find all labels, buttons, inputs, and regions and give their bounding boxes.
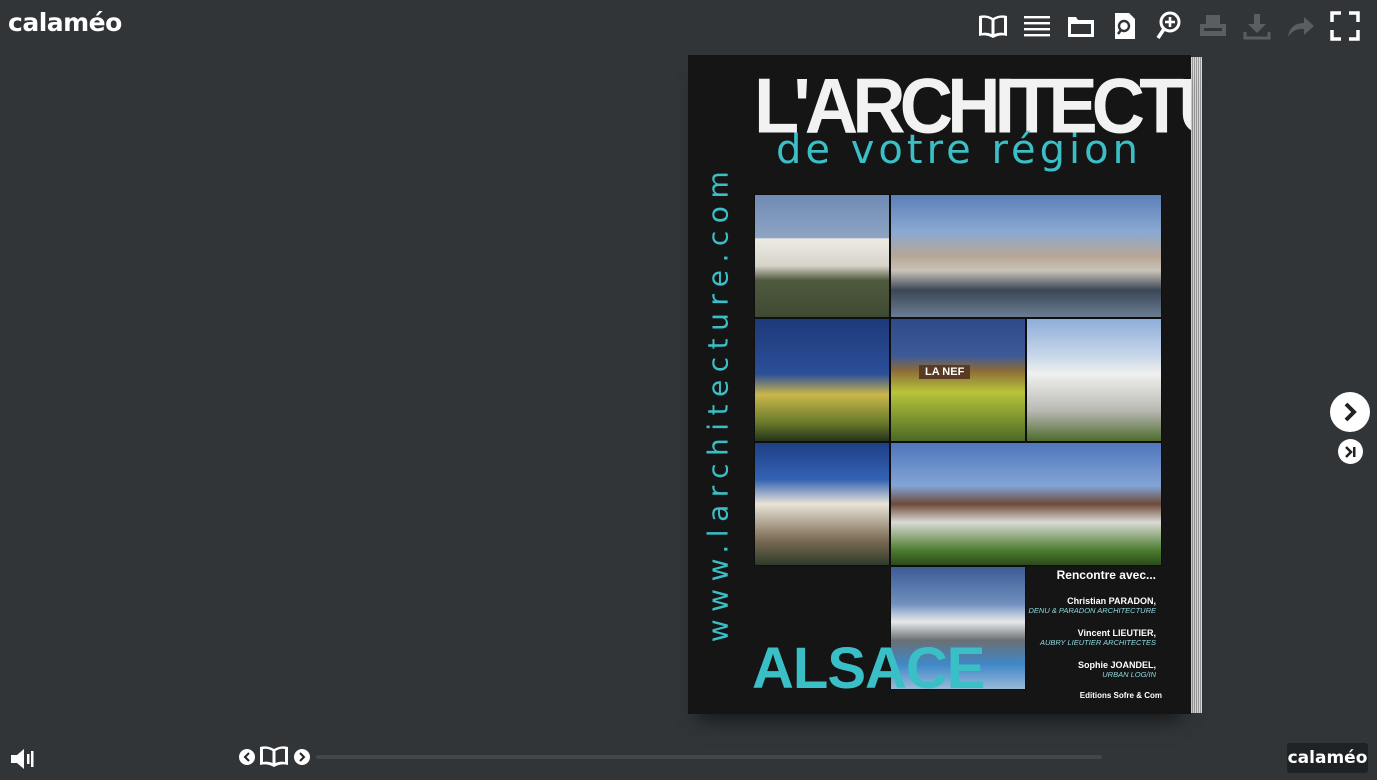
speaker-icon bbox=[11, 749, 34, 769]
open-book-icon bbox=[260, 746, 288, 767]
fullscreen-icon bbox=[1330, 11, 1360, 41]
cover-person: Christian PARADON, DENU & PARADON ARCHIT… bbox=[988, 596, 1156, 615]
cover-rencontre: Rencontre avec... bbox=[1056, 568, 1156, 582]
zoom-in-icon bbox=[1156, 11, 1181, 39]
fullscreen-button[interactable] bbox=[1327, 8, 1363, 44]
sound-button[interactable] bbox=[9, 746, 37, 776]
list-icon bbox=[1024, 16, 1050, 37]
chevron-right-icon bbox=[299, 752, 306, 762]
cover-photo: LA NEF bbox=[890, 318, 1026, 442]
document-search-icon bbox=[1115, 13, 1135, 39]
cover-photo bbox=[1026, 318, 1162, 442]
next-page-button[interactable] bbox=[1330, 392, 1370, 432]
last-page-button[interactable] bbox=[1338, 439, 1363, 464]
person-firm: URBAN LOG/IN bbox=[1102, 670, 1156, 679]
person-name: Christian PARADON, bbox=[1067, 596, 1156, 606]
cover-photo bbox=[890, 442, 1162, 566]
next-page-small-button[interactable] bbox=[294, 749, 310, 765]
cover-sign: LA NEF bbox=[919, 365, 971, 379]
chevron-left-icon bbox=[243, 752, 250, 762]
bottom-bar: calaméo bbox=[0, 740, 1377, 780]
top-toolbar bbox=[975, 8, 1363, 44]
zoom-in-button[interactable] bbox=[1151, 8, 1187, 44]
share-arrow-icon bbox=[1288, 17, 1314, 37]
printer-icon bbox=[1200, 15, 1226, 36]
calameo-badge[interactable]: calaméo bbox=[1287, 743, 1368, 773]
print-button[interactable] bbox=[1195, 8, 1231, 44]
calameo-logo[interactable]: calaméo bbox=[8, 8, 122, 37]
magazine-cover[interactable]: www.larchitecture.com L'ARCHITECTURE de … bbox=[688, 55, 1191, 714]
search-button[interactable] bbox=[1107, 8, 1143, 44]
person-firm: AUBRY LIEUTIER ARCHITECTES bbox=[1040, 638, 1156, 647]
person-firm: DENU & PARADON ARCHITECTURE bbox=[1028, 606, 1156, 615]
thumbnails-button[interactable] bbox=[258, 744, 290, 772]
person-name: Vincent LIEUTIER, bbox=[1077, 628, 1156, 638]
book-view-button[interactable] bbox=[975, 8, 1011, 44]
download-icon bbox=[1243, 14, 1271, 40]
folder-icon bbox=[1068, 17, 1094, 37]
cover-photo bbox=[754, 194, 890, 318]
cover-subtitle: de votre région bbox=[776, 127, 1142, 173]
prev-page-small-button[interactable] bbox=[239, 749, 255, 765]
cover-photo bbox=[754, 318, 890, 442]
skip-to-end-icon bbox=[1344, 445, 1355, 458]
cover-url: www.larchitecture.com bbox=[701, 163, 735, 643]
share-button[interactable] bbox=[1283, 8, 1319, 44]
table-of-contents-button[interactable] bbox=[1019, 8, 1055, 44]
cover-person: Sophie JOANDEL, URBAN LOG/IN bbox=[988, 660, 1156, 679]
chevron-right-icon bbox=[1344, 402, 1357, 422]
folder-button[interactable] bbox=[1063, 8, 1099, 44]
cover-region: ALSACE bbox=[752, 636, 985, 701]
cover-photo bbox=[890, 194, 1162, 318]
download-button[interactable] bbox=[1239, 8, 1275, 44]
cover-photo bbox=[890, 566, 1026, 690]
page-stack-edge bbox=[1191, 57, 1202, 713]
person-name: Sophie JOANDEL, bbox=[1077, 660, 1156, 670]
page-progress-slider[interactable] bbox=[316, 755, 1102, 759]
open-book-icon bbox=[979, 15, 1007, 39]
cover-publisher: Editions Sofre & Com bbox=[1079, 691, 1162, 700]
cover-title: L'ARCHITECTURE bbox=[754, 61, 1191, 150]
cover-person: Vincent LIEUTIER, AUBRY LIEUTIER ARCHITE… bbox=[988, 628, 1156, 647]
cover-photo bbox=[754, 442, 890, 566]
